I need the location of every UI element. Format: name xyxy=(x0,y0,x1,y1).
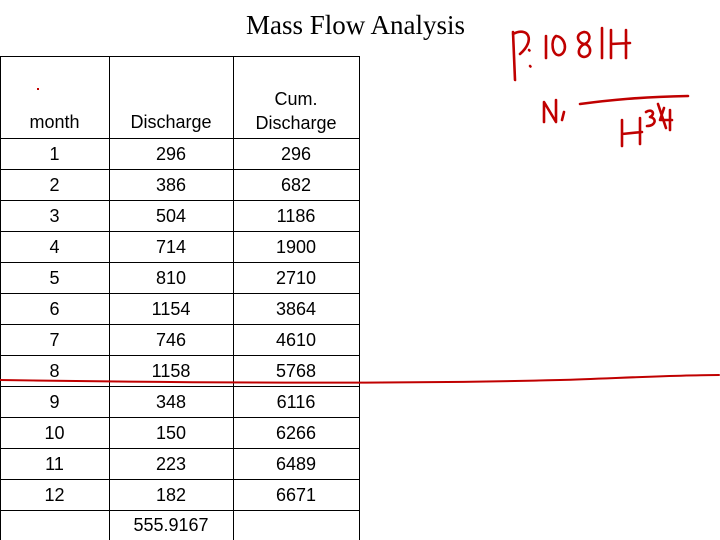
ink-dot xyxy=(37,88,39,90)
handwriting-h2 xyxy=(620,116,644,148)
row-separator xyxy=(0,324,360,325)
handwriting-long-line xyxy=(0,374,720,384)
cell-discharge: 1154 xyxy=(151,299,191,319)
row-separator xyxy=(0,448,360,449)
handwriting-h1 xyxy=(609,28,632,60)
mass-flow-table: month Discharge Cum. Discharge 1 296 296 2 3… xyxy=(0,56,360,540)
row-separator xyxy=(0,169,360,170)
cell-cum-discharge: 682 xyxy=(280,175,312,195)
header-cum-line2: Discharge xyxy=(255,113,337,133)
page-title: Mass Flow Analysis xyxy=(246,10,466,40)
table-divider-1 xyxy=(109,56,110,540)
table-border-left xyxy=(0,56,1,540)
cell-month: 12 xyxy=(44,485,65,505)
header-discharge: Discharge xyxy=(130,112,212,132)
cell-month: 11 xyxy=(45,454,64,474)
row-separator xyxy=(0,479,360,480)
cell-month: 10 xyxy=(44,423,65,443)
cell-cum-discharge: 6266 xyxy=(275,423,317,443)
cell-cum-discharge: 6489 xyxy=(275,454,317,474)
cell-discharge: 386 xyxy=(155,175,187,195)
table-divider-2 xyxy=(233,56,234,540)
cell-cum-discharge: 5768 xyxy=(275,361,317,381)
cell-cum-discharge: 6116 xyxy=(276,392,316,412)
cell-month: 1 xyxy=(49,144,60,164)
header-cum-line1: Cum. xyxy=(274,89,318,109)
row-separator xyxy=(0,510,360,511)
cell-cum-discharge: 1186 xyxy=(276,206,316,226)
cell-month: 2 xyxy=(49,175,60,195)
cell-month: 6 xyxy=(49,299,60,319)
cell-discharge: 296 xyxy=(155,144,187,164)
cell-discharge: 714 xyxy=(155,237,187,257)
cell-discharge: 348 xyxy=(155,392,187,412)
cell-cum-discharge: 3864 xyxy=(275,299,317,319)
cell-discharge: 504 xyxy=(155,206,187,226)
row-separator xyxy=(0,293,360,294)
table-border-right xyxy=(359,56,360,540)
cell-month: 4 xyxy=(49,237,60,257)
table-top-border xyxy=(0,56,360,57)
handwriting-p xyxy=(511,30,531,82)
header-month: month xyxy=(29,112,80,132)
cell-month: 8 xyxy=(49,361,60,381)
cell-discharge: 182 xyxy=(155,485,187,505)
header-separator xyxy=(0,138,360,139)
handwriting-8 xyxy=(576,30,592,59)
row-separator xyxy=(0,231,360,232)
cell-month: 7 xyxy=(49,330,60,350)
cell-discharge: 223 xyxy=(155,454,187,474)
cell-cum-discharge: 4610 xyxy=(275,330,317,350)
cell-month: 3 xyxy=(49,206,60,226)
cell-month: 9 xyxy=(49,392,60,412)
handwriting-34 xyxy=(644,102,674,132)
handwriting-fraction-bar xyxy=(578,94,690,106)
cell-month: 5 xyxy=(49,268,60,288)
cell-cum-discharge: 296 xyxy=(280,144,312,164)
row-separator xyxy=(0,262,360,263)
footer-average: 555.9167 xyxy=(133,515,209,535)
row-separator xyxy=(0,355,360,356)
row-separator xyxy=(0,386,360,387)
handwriting-10 xyxy=(544,34,567,60)
row-separator xyxy=(0,200,360,201)
cell-discharge: 150 xyxy=(155,423,187,443)
cell-cum-discharge: 1900 xyxy=(275,237,317,257)
cell-cum-discharge: 6671 xyxy=(275,485,317,505)
handwriting-colon xyxy=(527,48,532,68)
cell-discharge: 810 xyxy=(155,268,187,288)
cell-discharge: 746 xyxy=(155,330,187,350)
cell-cum-discharge: 2710 xyxy=(275,268,317,288)
row-separator xyxy=(0,417,360,418)
cell-discharge: 1158 xyxy=(151,361,191,381)
handwriting-n xyxy=(542,98,566,124)
